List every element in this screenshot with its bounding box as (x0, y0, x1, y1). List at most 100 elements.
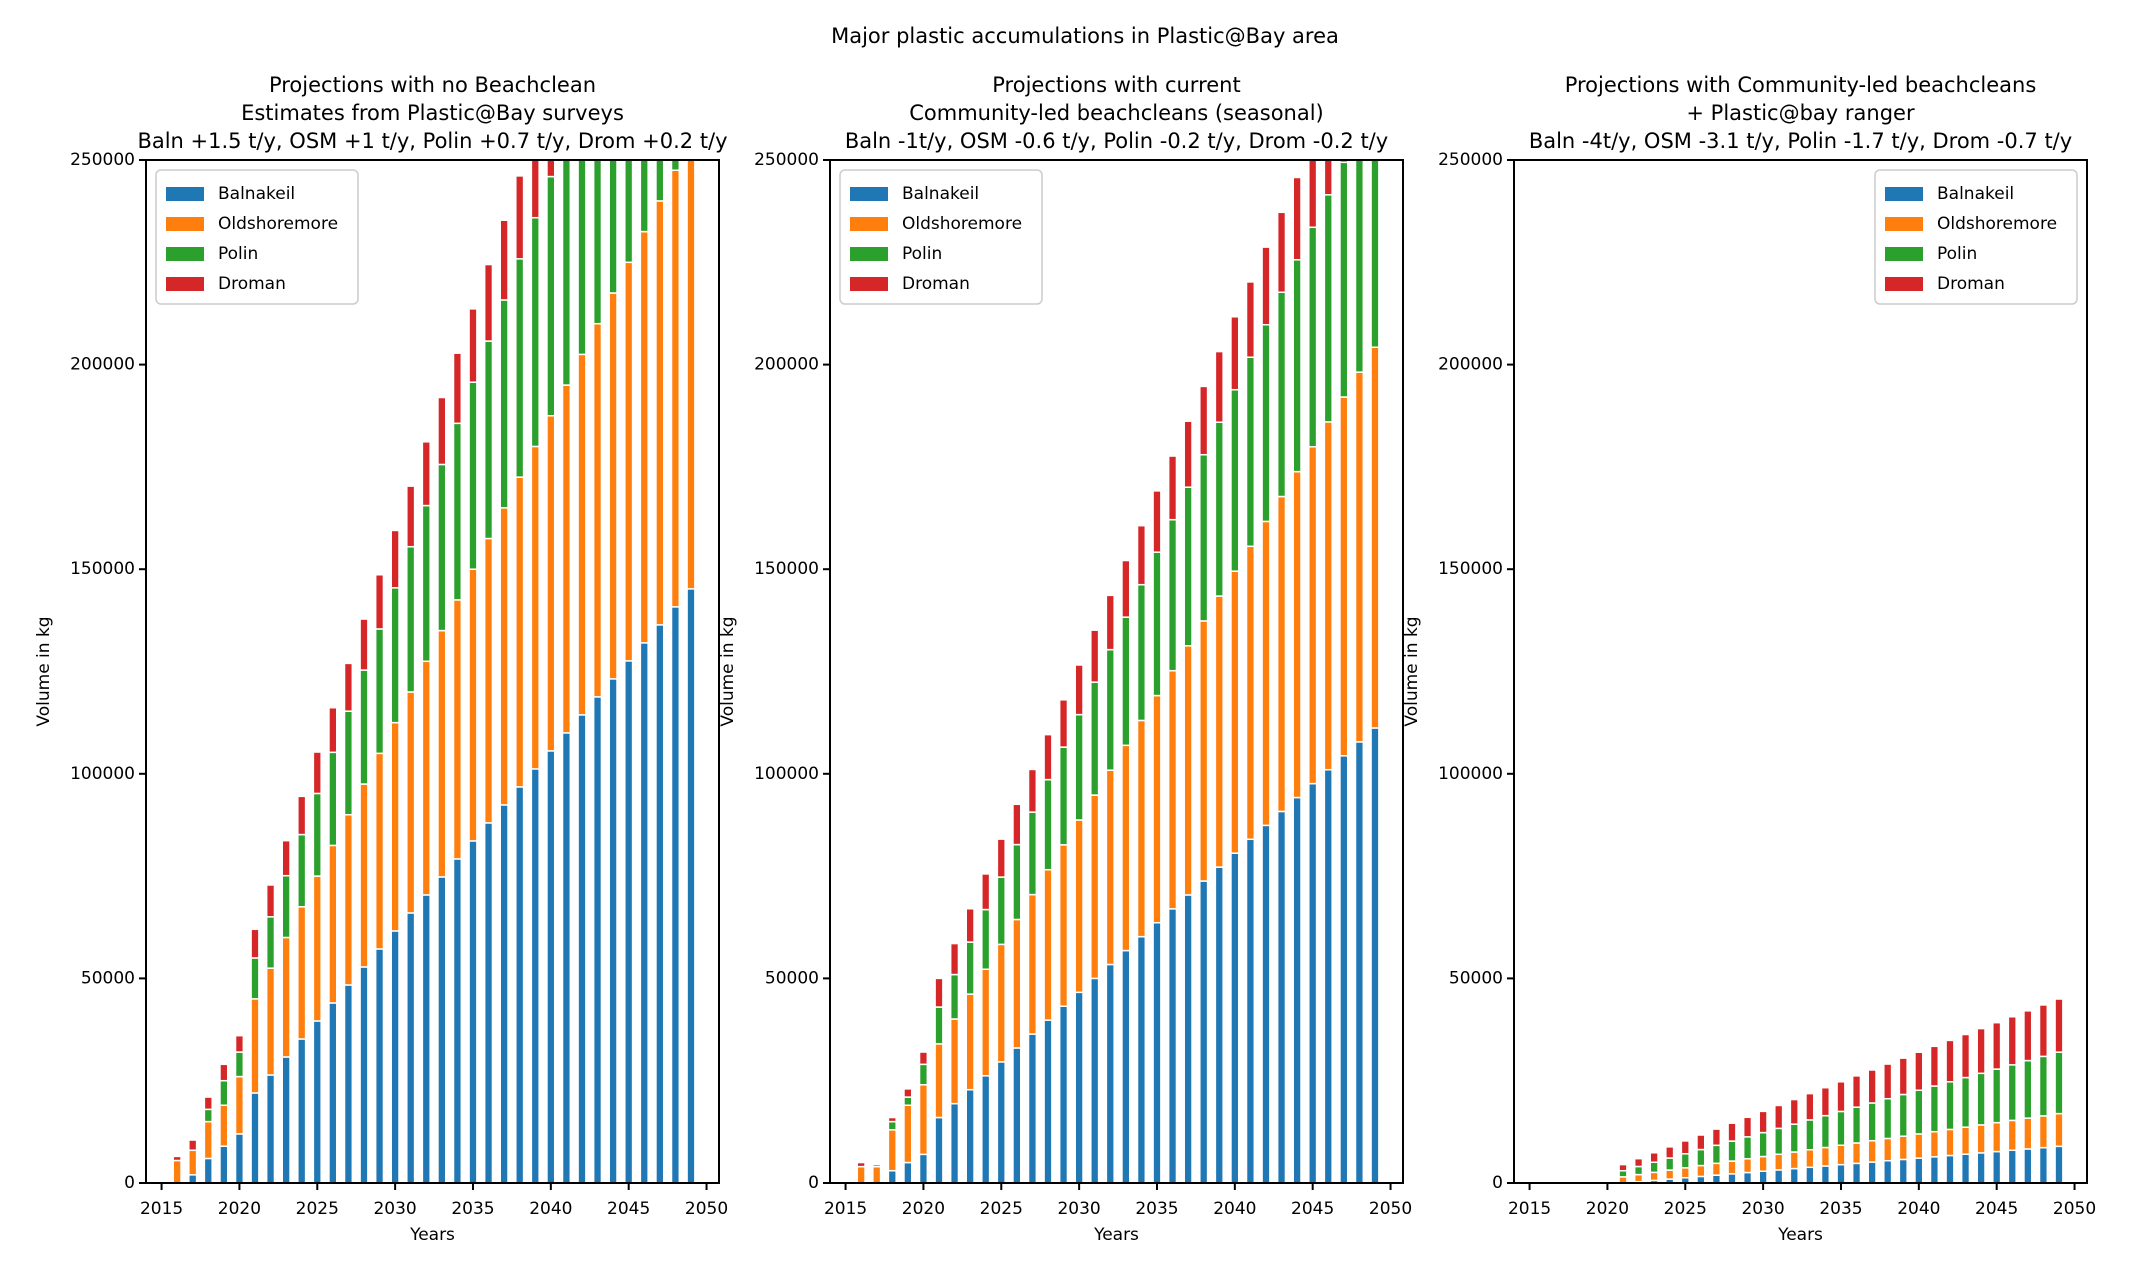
chart-title: Baln +1.5 t/y, OSM +1 t/y, Polin +0.7 t/… (137, 129, 727, 153)
bar-segment (1836, 1163, 1846, 1183)
bar-segment (359, 669, 369, 785)
legend-label: Balnakeil (902, 184, 979, 204)
y-tick-label: 0 (124, 1173, 135, 1193)
bar-segment (1370, 346, 1380, 729)
bar-segment (265, 884, 276, 918)
bar-segment (1136, 719, 1147, 938)
legend-label: Polin (902, 244, 942, 264)
bar-segment (297, 795, 307, 836)
bar-segment (1898, 1093, 1908, 1137)
y-tick-label: 200000 (1438, 355, 1503, 375)
bar-segment (1027, 768, 1038, 813)
bar-segment (1121, 744, 1131, 952)
bar-segment (483, 537, 494, 824)
x-tick-label: 2050 (685, 1199, 728, 1219)
x-tick-label: 2025 (1664, 1199, 1707, 1219)
bar-segment (1945, 1154, 1955, 1183)
bar-segment (234, 1051, 245, 1078)
bar-segment (1371, 3, 1379, 97)
bar-segment (1245, 281, 1256, 358)
bar-segment (452, 422, 463, 601)
bar-segment (561, 732, 572, 1183)
bar-segment (452, 858, 463, 1183)
bar-segment (297, 1038, 307, 1183)
bar-segment (1230, 316, 1240, 391)
bar-segment (219, 1104, 229, 1147)
bar-segment (1058, 746, 1069, 846)
bar-segment (1805, 1119, 1815, 1151)
bar-segment (1649, 1161, 1659, 1174)
bar-segment (639, 642, 649, 1183)
bar-segment (1043, 733, 1053, 781)
bar-segment (2007, 1064, 2017, 1122)
bar-segment (918, 1063, 929, 1086)
x-tick-label: 2050 (1369, 1199, 1412, 1219)
bar-segment (234, 1034, 245, 1053)
bar-segment (1199, 880, 1209, 1183)
bar-segment (577, 353, 587, 716)
bar-segment (1043, 1019, 1053, 1183)
legend-label: Oldshoremore (218, 214, 338, 234)
bar-segment (1727, 1173, 1737, 1183)
x-axis-label: Years (409, 1225, 455, 1245)
legend-label: Droman (902, 274, 970, 294)
chart-title: Baln -1t/y, OSM -0.6 t/y, Polin -0.2 t/y… (845, 129, 1388, 153)
bar-segment (1976, 1072, 1986, 1126)
bar-segment (670, 169, 681, 608)
bar-segment (2038, 1115, 2049, 1149)
x-tick-label: 2035 (1819, 1199, 1862, 1219)
bar-segment (1665, 1146, 1675, 1159)
bar-segment (1914, 1051, 1924, 1092)
x-tick-label: 2050 (2053, 1199, 2096, 1219)
y-tick-label: 150000 (754, 559, 819, 579)
bar-segment (1992, 1068, 2002, 1124)
bar-segment (1276, 495, 1287, 813)
bar-segment (1339, 161, 1349, 398)
bar-segment (1339, 160, 1349, 164)
bar-segment (1043, 868, 1053, 1021)
bar-segment (343, 710, 354, 816)
bar-segment (903, 1088, 913, 1098)
bar-segment (1742, 1136, 1753, 1160)
bar-segment (483, 822, 494, 1183)
y-tick-label: 250000 (754, 150, 819, 170)
bar-segment (1914, 1089, 1924, 1135)
bar-segment (219, 1063, 229, 1082)
bar-segment (1789, 1098, 1799, 1125)
bar-segment (1370, 727, 1380, 1183)
bar-segment (949, 1102, 960, 1183)
bar-segment (1774, 1153, 1784, 1171)
bar-segment (1152, 921, 1162, 1183)
bar-segment (499, 299, 509, 509)
bar-segment (1261, 323, 1271, 523)
bars (1618, 998, 2064, 1183)
bar-segment (188, 1174, 198, 1183)
bar-segment (390, 721, 400, 932)
chart-title: Projections with no Beachclean (269, 73, 596, 97)
bar-segment (687, 0, 695, 140)
bar-segment (639, 230, 649, 644)
bar-segment (1945, 1081, 1955, 1131)
y-tick-label: 150000 (1438, 559, 1503, 579)
panel: Projections with Community-led beachclea… (1402, 73, 2096, 1245)
bar-segment (1836, 1144, 1846, 1166)
legend-label: Balnakeil (218, 184, 295, 204)
bar-segment (1339, 396, 1349, 757)
bar-segment (1370, 160, 1380, 348)
bar-segment (1354, 741, 1365, 1183)
bar-segment (281, 936, 291, 1058)
bar-segment (530, 768, 540, 1183)
bar-segment (1261, 824, 1271, 1183)
bar-segment (483, 340, 494, 540)
y-tick-label: 200000 (70, 355, 135, 375)
bar-segment (468, 308, 478, 383)
bar-segment (1276, 810, 1287, 1183)
bar-segment (250, 1092, 260, 1183)
y-tick-label: 100000 (70, 764, 135, 784)
y-tick-label: 250000 (1438, 150, 1503, 170)
bar-segment (390, 529, 400, 589)
bar-segment (312, 875, 322, 1022)
bar-segment (1090, 629, 1100, 683)
bar-segment (1323, 194, 1333, 423)
bar-segment (934, 977, 944, 1008)
